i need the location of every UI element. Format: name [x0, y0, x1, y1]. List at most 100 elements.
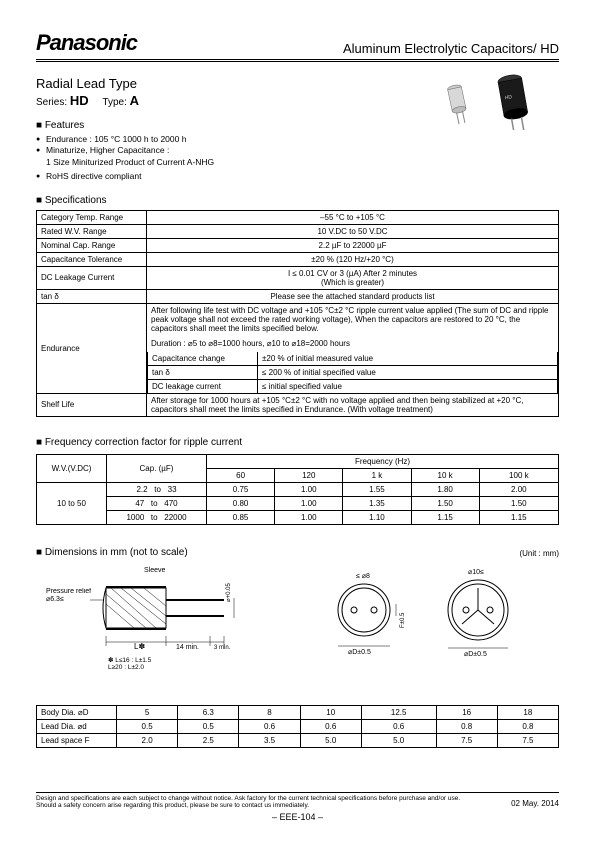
freq-h: Frequency (Hz)	[207, 454, 559, 468]
dc: 10	[300, 705, 361, 719]
fv: 1.15	[411, 510, 479, 524]
spec-label: DC Leakage Current	[37, 266, 147, 289]
dims-unit: (Unit : mm)	[519, 549, 559, 558]
dim-14: 14 min.	[176, 644, 199, 651]
dim-l: Lead Dia. ⌀d	[37, 719, 117, 733]
dims-heading: Dimensions in mm (not to scale)	[36, 547, 188, 558]
dc: 5	[117, 705, 178, 719]
dims-table: Body Dia. ⌀D 56.381012.51618 Lead Dia. ⌀…	[36, 705, 559, 748]
cap-cell: 1000 to 22000	[107, 510, 207, 524]
series-prefix: Series:	[36, 97, 67, 108]
dc: 7.5	[436, 733, 497, 747]
series-val: HD	[70, 93, 89, 108]
dc: 0.6	[361, 719, 436, 733]
sub-l: DC leakage current	[148, 379, 258, 393]
dimension-diagram: L✽ 14 min. 3 min. Sleeve Pressure relief…	[36, 564, 559, 699]
fv: 1.80	[411, 482, 479, 496]
spec-label: tan δ	[37, 289, 147, 303]
fv: 1.15	[479, 510, 558, 524]
spec-value: Please see the attached standard product…	[147, 289, 559, 303]
dc: 7.5	[497, 733, 558, 747]
spec-label: Rated W.V. Range	[37, 224, 147, 238]
spec-value: 2.2 µF to 22000 µF	[147, 238, 559, 252]
endurance-intro: After following life test with DC voltag…	[147, 304, 558, 335]
cap-cell: 47 to 470	[107, 496, 207, 510]
sub-v: ≤ 200 % of initial specified value	[258, 365, 558, 379]
dc: 16	[436, 705, 497, 719]
dc: 5.0	[361, 733, 436, 747]
freq-col: 10 k	[411, 468, 479, 482]
dim-l: Lead space F	[37, 733, 117, 747]
dc: 6.3	[178, 705, 239, 719]
page-number: – EEE-104 –	[36, 812, 559, 822]
endurance-duration: Duration : ⌀5 to ⌀8=1000 hours, ⌀10 to ⌀…	[147, 335, 558, 352]
spec-value: 10 V.DC to 50 V.DC	[147, 224, 559, 238]
sub-v: ±20 % of initial measured value	[258, 352, 558, 366]
fv: 1.00	[275, 496, 343, 510]
dc: 2.5	[178, 733, 239, 747]
fv: 2.00	[479, 482, 558, 496]
feature-sub: 1 Size Miniturized Product of Current A-…	[36, 157, 559, 168]
feature-item: Endurance : 105 °C 1000 h to 2000 h	[36, 134, 559, 145]
spec-label: Shelf Life	[37, 393, 147, 416]
spec-label: Capacitance Tolerance	[37, 252, 147, 266]
fv: 0.75	[207, 482, 275, 496]
dc: 0.8	[497, 719, 558, 733]
dc: 3.5	[239, 733, 300, 747]
specs-table: Category Temp. Range–55 °C to +105 °C Ra…	[36, 210, 559, 417]
spec-value: ±20 % (120 Hz/+20 °C)	[147, 252, 559, 266]
endurance-cell: After following life test with DC voltag…	[147, 303, 559, 393]
dc: 8	[239, 705, 300, 719]
D2: ⌀D±0.5	[464, 651, 487, 658]
fv: 1.35	[343, 496, 411, 510]
features-list: Endurance : 105 °C 1000 h to 2000 h Mina…	[36, 134, 559, 157]
fv: 1.00	[275, 482, 343, 496]
dc: 5.0	[300, 733, 361, 747]
dc: 0.5	[117, 719, 178, 733]
fv: 1.50	[411, 496, 479, 510]
feature-item: RoHS directive compliant	[36, 171, 559, 182]
fv: 1.00	[275, 510, 343, 524]
dc: 12.5	[361, 705, 436, 719]
fv: 0.80	[207, 496, 275, 510]
cap-cell: 2.2 to 33	[107, 482, 207, 496]
fv: 1.50	[479, 496, 558, 510]
header: Panasonic Aluminum Electrolytic Capacito…	[36, 30, 559, 60]
spec-value: –55 °C to +105 °C	[147, 210, 559, 224]
fv: 1.10	[343, 510, 411, 524]
dc: 0.5	[178, 719, 239, 733]
dim-3: 3 min.	[214, 645, 231, 651]
spec-label: Category Temp. Range	[37, 210, 147, 224]
footer: Design and specifications are each subje…	[36, 792, 559, 822]
endurance-subtable: Capacitance change±20 % of initial measu…	[147, 352, 558, 393]
specs-heading: Specifications	[36, 195, 559, 206]
dc: 2.0	[117, 733, 178, 747]
dim-sleeve: Sleeve	[144, 567, 166, 574]
spec-value: I ≤ 0.01 CV or 3 (µA) After 2 minutes (W…	[147, 266, 559, 289]
dc: 0.6	[239, 719, 300, 733]
sub-l: Capacitance change	[148, 352, 258, 366]
dim-note: ✽ L≤16 : L±1.5 L≥20 : L±2.0	[108, 656, 228, 671]
feature-item: Minaturize, Higher Capacitance :	[36, 145, 559, 156]
header-rule	[36, 61, 559, 62]
dc: 18	[497, 705, 558, 719]
spec-label: Endurance	[37, 303, 147, 393]
wv-cell: 10 to 50	[37, 482, 107, 524]
features-list: RoHS directive compliant	[36, 171, 559, 182]
D1: ⌀D±0.5	[348, 649, 371, 656]
freq-col: 60	[207, 468, 275, 482]
spec-label: Nominal Cap. Range	[37, 238, 147, 252]
doc-title: Aluminum Electrolytic Capacitors/ HD	[343, 41, 559, 56]
freq-col: 120	[275, 468, 343, 482]
sub-l: tan δ	[148, 365, 258, 379]
freq-h: Cap. (µF)	[107, 454, 207, 482]
capacitor-illustration: HD	[443, 70, 553, 130]
ge10: ⌀10≤	[468, 569, 484, 576]
spec-value: After storage for 1000 hours at +105 °C±…	[147, 393, 559, 416]
freq-heading: Frequency correction factor for ripple c…	[36, 437, 559, 448]
freq-h: W.V.(V.DC)	[37, 454, 107, 482]
freq-table: W.V.(V.DC) Cap. (µF) Frequency (Hz) 60 1…	[36, 454, 559, 525]
fv: 1.55	[343, 482, 411, 496]
dc: 0.6	[300, 719, 361, 733]
freq-col: 1 k	[343, 468, 411, 482]
